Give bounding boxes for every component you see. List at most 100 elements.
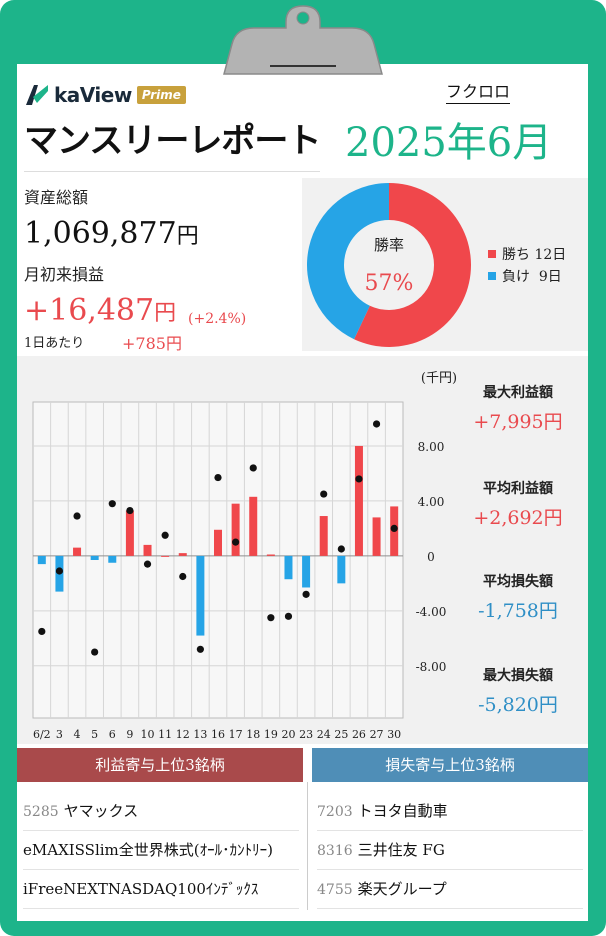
stock-name: eMAXISSlim全世界株式(ｵｰﾙ･ｶﾝﾄﾘｰ) [23, 841, 273, 859]
stock-name: トヨタ自動車 [357, 802, 448, 820]
per-day-value: +785円 [122, 334, 182, 353]
monthly-pl-label: 月初来損益 [24, 265, 105, 284]
daily-pl-bar-chart: 8.00 4.00 0 -4.00 -8.00 (千円) 6/2 3 4 5 6 9 10 11 12 13 1… [32, 371, 457, 741]
x-tick-label: 26 [352, 728, 366, 741]
x-tick-label: 23 [299, 728, 313, 741]
y-tick-label: 0 [427, 550, 435, 564]
assets-unit: 円 [176, 224, 199, 249]
avg-loss-value: -1,758円 [478, 600, 558, 622]
y-tick-label: -4.00 [416, 605, 447, 619]
cumulative-dot [355, 475, 363, 483]
brand-name: kaView [54, 83, 132, 107]
win-legend-swatch [488, 250, 496, 258]
x-tick-label: 19 [264, 728, 278, 741]
avg-loss-label: 平均損失額 [483, 574, 553, 590]
brand-logo: kaView Prime [24, 82, 186, 108]
x-tick-label: 6/2 [33, 728, 51, 741]
x-tick-label: 27 [370, 728, 384, 741]
top-stocks-section: 利益寄与上位3銘柄 損失寄与上位3銘柄 5285 ヤマックス eMAXISSlim… [17, 748, 588, 913]
max-profit-label: 最大利益額 [483, 385, 553, 401]
winrate-panel: 勝率 57% 勝ち 12日 負け 9日 [302, 178, 588, 351]
loss-top-item[interactable]: 4755 楽天グループ [317, 870, 583, 909]
cumulative-dot [196, 645, 204, 653]
assets-amount: 1,069,877 [24, 216, 177, 251]
x-tick-label: 12 [176, 728, 190, 741]
cumulative-dot [73, 512, 81, 520]
max-loss-label: 最大損失額 [483, 668, 553, 684]
cumulative-dot [249, 464, 257, 472]
monthly-pl-amount: +16,487 [24, 293, 155, 328]
stock-name: iFreeNEXTNASDAQ100ｲﾝﾃﾞｯｸｽ [23, 880, 259, 898]
cumulative-dot [372, 420, 381, 428]
cumulative-dot [38, 627, 46, 636]
x-tick-label: 9 [126, 728, 133, 741]
assets-value: 1,069,877円 [24, 216, 199, 251]
x-tick-label: 4 [74, 728, 81, 741]
bar [337, 555, 346, 584]
user-name: フクロロ [446, 78, 511, 104]
title-divider [24, 171, 320, 172]
avg-profit-value: +2,692円 [473, 507, 563, 529]
monthly-pl-unit: 円 [154, 301, 177, 326]
cumulative-dot [126, 506, 134, 515]
bar [319, 516, 328, 556]
loss-top-item[interactable]: 7203 トヨタ自動車 [317, 792, 583, 831]
bar [125, 510, 134, 556]
cumulative-dot [284, 612, 293, 620]
loss-slice [307, 183, 389, 340]
x-tick-label: 3 [56, 728, 63, 741]
cumulative-dot [179, 572, 187, 581]
y-tick-label: -8.00 [416, 660, 447, 674]
x-tick-label: 11 [158, 728, 172, 741]
loss-top-header: 損失寄与上位3銘柄 [312, 748, 588, 782]
x-tick-label: 5 [91, 728, 98, 741]
x-tick-label: 13 [193, 728, 207, 741]
brand-badge: Prime [136, 86, 186, 104]
x-tick-label: 6 [109, 728, 116, 741]
loss-top-item[interactable]: 8316 三井住友 FG [317, 831, 583, 870]
report-month: 2025年6月 [345, 120, 553, 166]
list-divider [307, 782, 308, 910]
bar [266, 554, 275, 556]
cumulative-dot [214, 473, 222, 482]
profit-top-item[interactable]: eMAXISSlim全世界株式(ｵｰﾙ･ｶﾝﾄﾘｰ) [23, 831, 299, 870]
stock-code: 4755 [317, 882, 353, 898]
bar [354, 445, 363, 556]
stock-code: 8316 [317, 843, 353, 859]
bar [37, 555, 46, 565]
y-tick-label: 8.00 [418, 440, 445, 454]
avg-profit-label: 平均利益額 [483, 481, 553, 497]
profit-top-item[interactable]: 5285 ヤマックス [23, 792, 299, 831]
x-tick-label: 10 [141, 728, 155, 741]
clipboard-clip-icon [223, 5, 383, 75]
winrate-label: 勝率 [374, 236, 404, 254]
cumulative-dot [320, 490, 328, 498]
kaview-logo-icon [26, 85, 48, 105]
bar [231, 503, 240, 556]
win-legend-label: 勝ち 12日 [502, 247, 566, 263]
stock-code: 7203 [317, 804, 353, 820]
x-tick-label: 24 [317, 728, 331, 741]
profit-top-header: 利益寄与上位3銘柄 [17, 748, 303, 782]
winrate-value: 57% [365, 271, 414, 296]
x-tick-label: 20 [281, 728, 295, 741]
cumulative-dot [91, 648, 99, 656]
assets-label: 資産総額 [24, 188, 89, 207]
loss-legend-label: 負け 9日 [502, 269, 562, 285]
x-tick-label: 18 [246, 728, 260, 741]
x-tick-label: 30 [387, 728, 401, 741]
cumulative-dot [143, 560, 152, 568]
plot-area [32, 401, 404, 719]
bar [178, 553, 187, 556]
x-tick-label: 25 [334, 728, 348, 741]
cumulative-dot [161, 531, 169, 539]
profit-top-item[interactable]: iFreeNEXTNASDAQ100ｲﾝﾃﾞｯｸｽ [23, 870, 299, 909]
bar [284, 555, 293, 580]
cumulative-dot [267, 614, 275, 622]
cumulative-dot [337, 545, 345, 553]
report-title: マンスリーレポート [24, 121, 321, 161]
y-tick-label: 4.00 [418, 495, 445, 509]
win-slice [354, 183, 471, 347]
cumulative-dot [55, 567, 64, 575]
stock-code: 5285 [23, 804, 59, 820]
